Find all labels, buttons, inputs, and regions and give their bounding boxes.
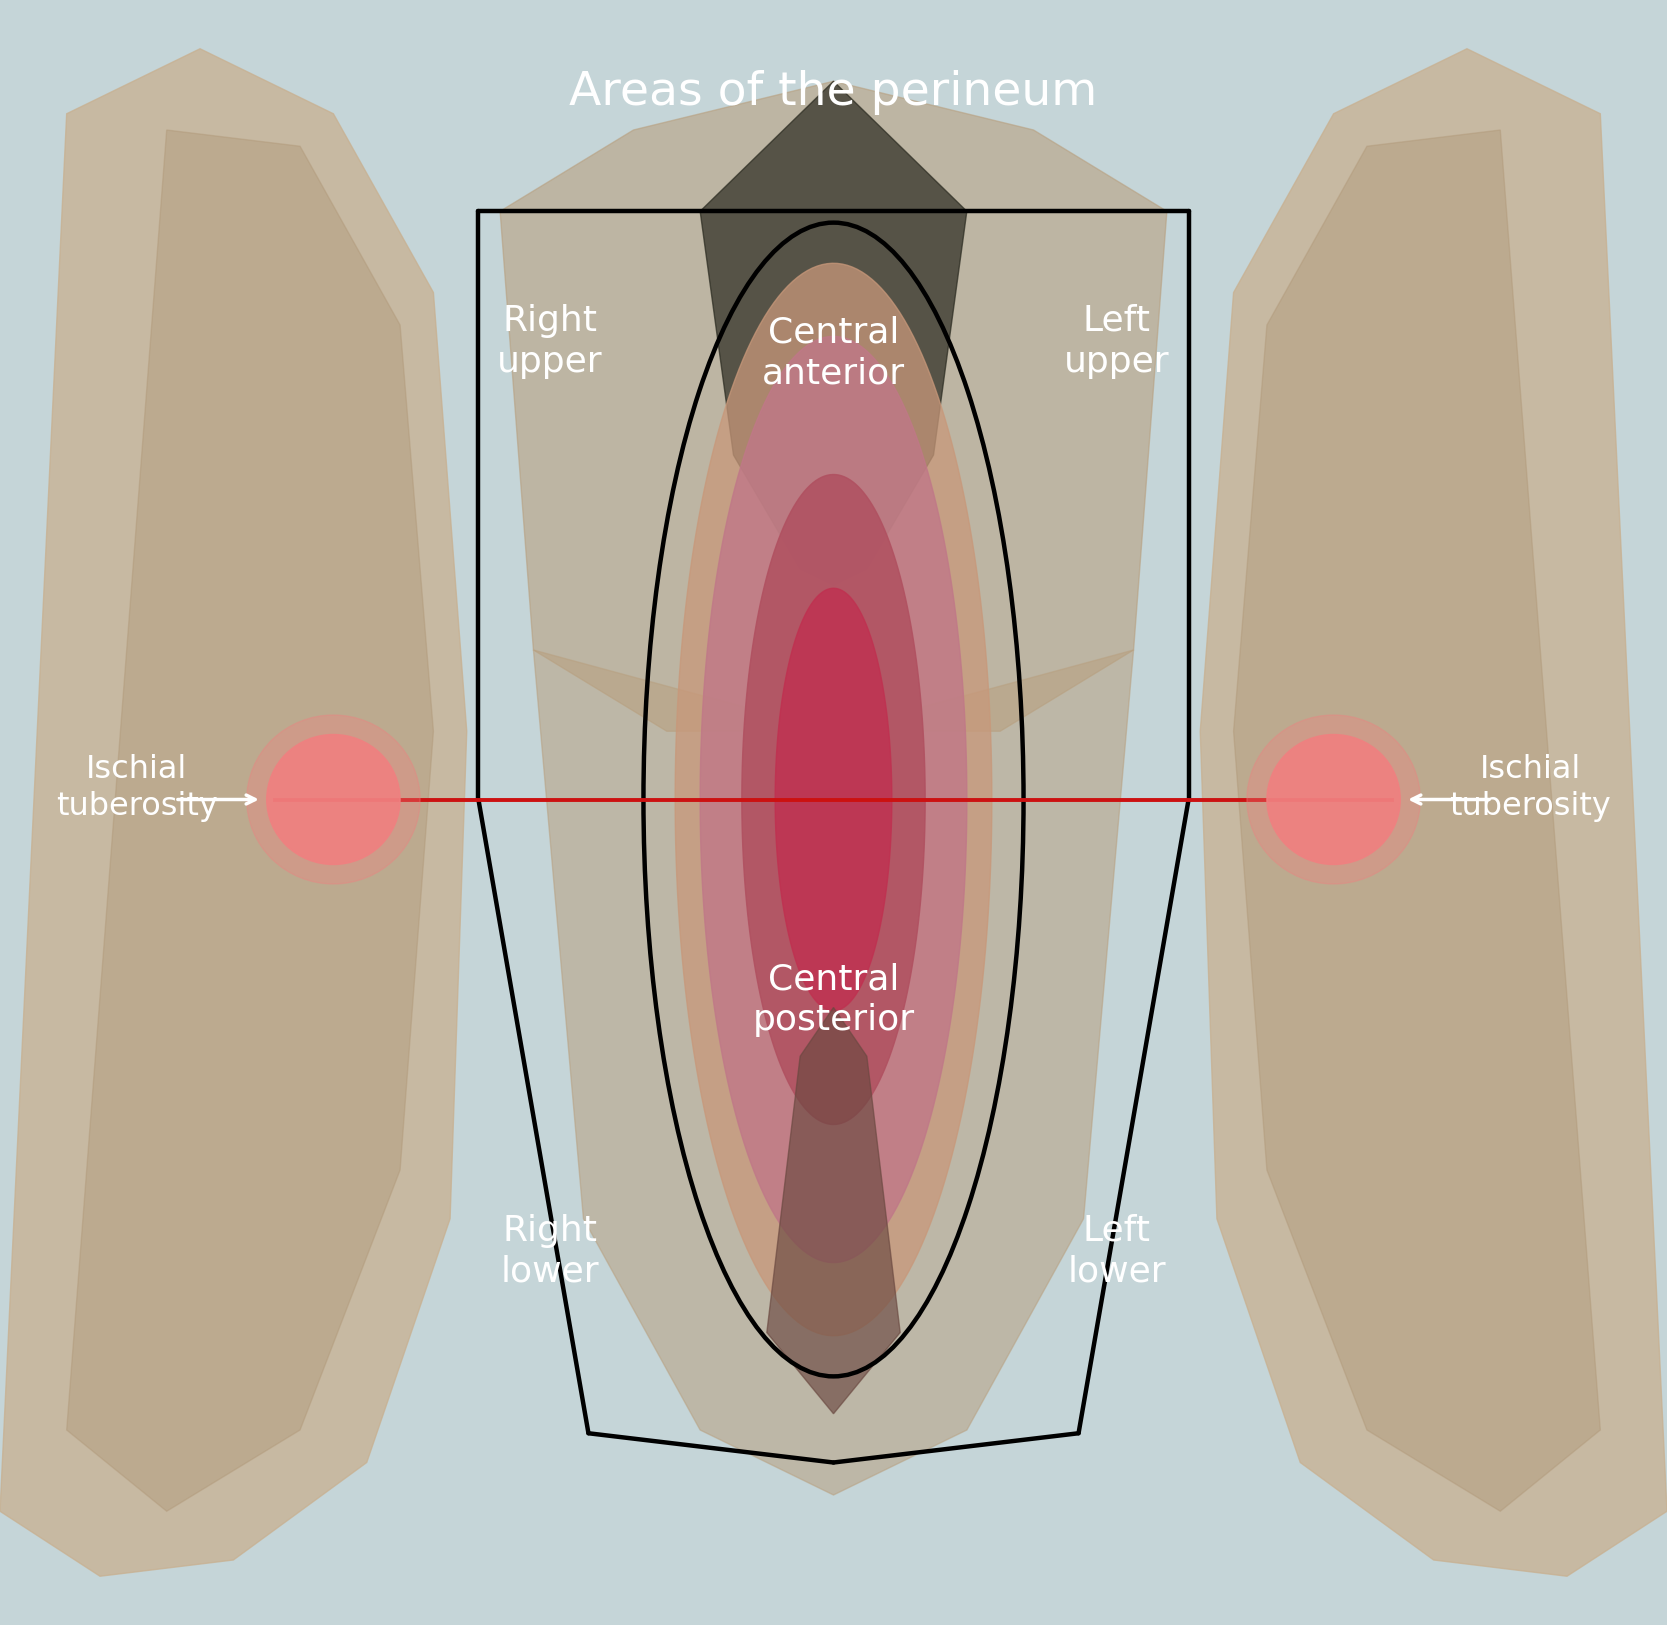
Polygon shape bbox=[500, 81, 1167, 731]
Polygon shape bbox=[767, 1008, 900, 1414]
Text: Ischial
tuberosity: Ischial tuberosity bbox=[1449, 754, 1612, 822]
Polygon shape bbox=[775, 588, 892, 1011]
Circle shape bbox=[1247, 715, 1420, 884]
Text: Ischial
tuberosity: Ischial tuberosity bbox=[55, 754, 218, 822]
Polygon shape bbox=[67, 130, 433, 1511]
Polygon shape bbox=[742, 474, 925, 1124]
Polygon shape bbox=[700, 336, 967, 1263]
Circle shape bbox=[1267, 734, 1400, 864]
Text: Left
upper: Left upper bbox=[1064, 304, 1170, 379]
Polygon shape bbox=[1234, 130, 1600, 1511]
Polygon shape bbox=[675, 263, 992, 1336]
Circle shape bbox=[247, 715, 420, 884]
Polygon shape bbox=[0, 49, 467, 1576]
Text: Right
upper: Right upper bbox=[497, 304, 603, 379]
Polygon shape bbox=[700, 81, 967, 585]
Polygon shape bbox=[1200, 49, 1667, 1576]
Text: Areas of the perineum: Areas of the perineum bbox=[570, 70, 1097, 115]
Text: Left
lower: Left lower bbox=[1067, 1214, 1167, 1289]
Text: Right
lower: Right lower bbox=[500, 1214, 600, 1289]
Text: Central
anterior: Central anterior bbox=[762, 315, 905, 390]
Text: Central
posterior: Central posterior bbox=[752, 962, 915, 1037]
Polygon shape bbox=[533, 650, 1134, 1495]
Circle shape bbox=[267, 734, 400, 864]
